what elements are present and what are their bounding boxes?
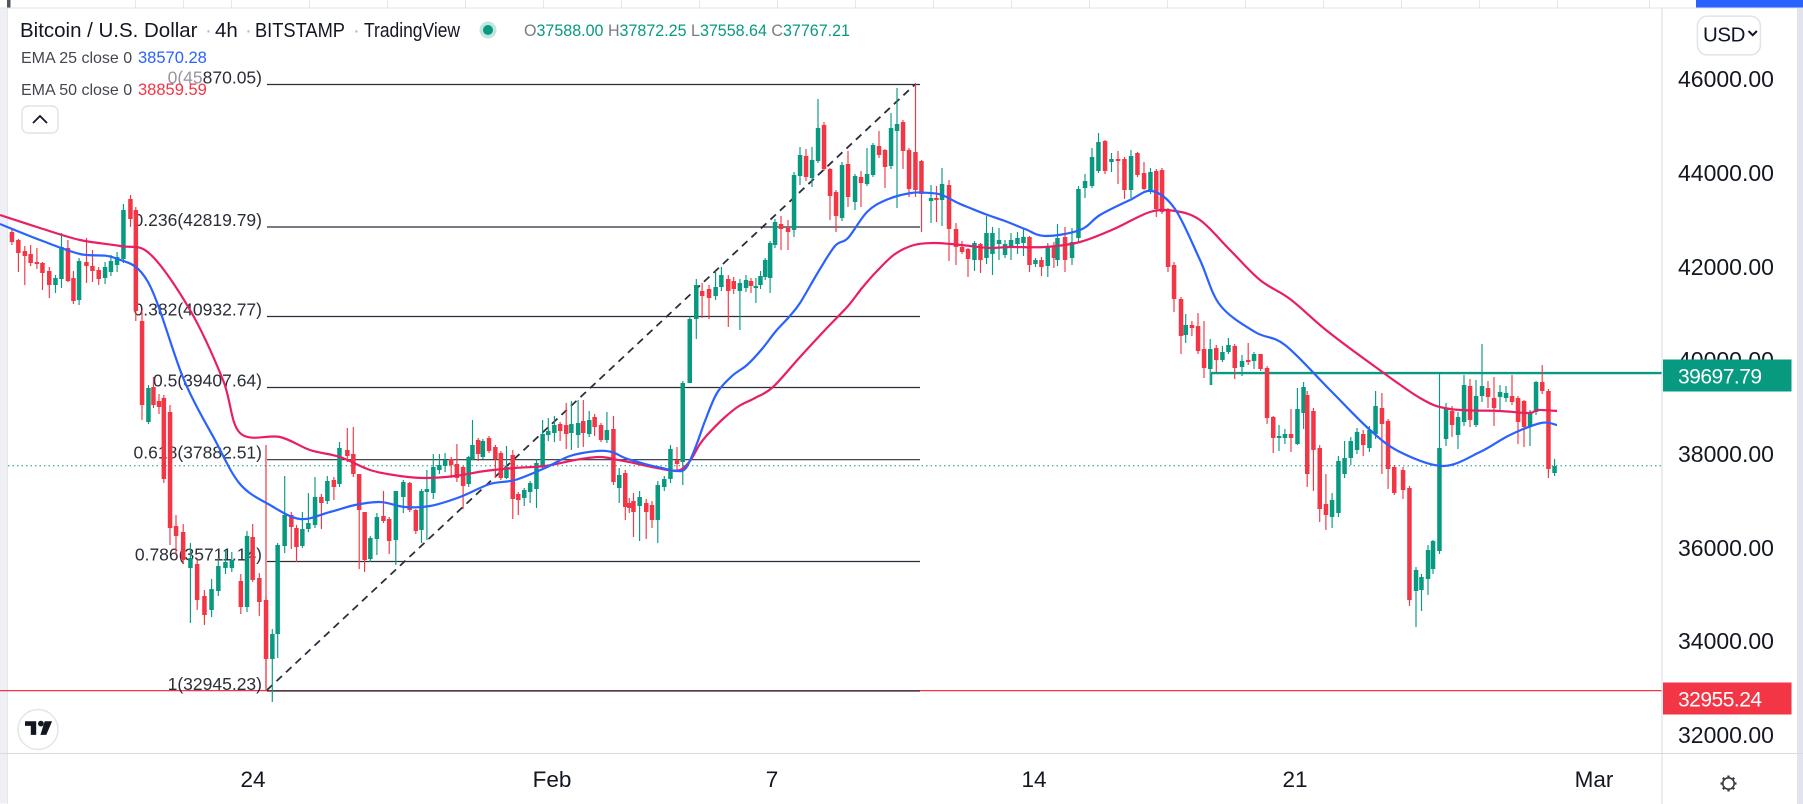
svg-text:38000.00: 38000.00 <box>1678 441 1774 467</box>
svg-text:EMA 25 close 0: EMA 25 close 0 <box>21 50 132 67</box>
svg-text:14: 14 <box>1021 767 1046 792</box>
svg-text:Bitcoin / U.S. Dollar: Bitcoin / U.S. Dollar <box>20 19 198 42</box>
svg-text:TradingView: TradingView <box>364 19 460 42</box>
svg-text:BITSTAMP: BITSTAMP <box>255 19 345 42</box>
svg-text:21: 21 <box>1282 767 1307 792</box>
svg-text:0.618(37882.51): 0.618(37882.51) <box>134 443 262 463</box>
svg-text:38859.59: 38859.59 <box>138 81 207 99</box>
svg-text:USD: USD <box>1703 24 1745 47</box>
svg-text:44000.00: 44000.00 <box>1678 160 1774 186</box>
svg-text:46000.00: 46000.00 <box>1678 66 1774 92</box>
svg-text:·: · <box>205 19 212 42</box>
svg-text:Feb: Feb <box>533 767 572 792</box>
svg-text:42000.00: 42000.00 <box>1678 254 1774 280</box>
svg-text:Mar: Mar <box>1575 767 1614 792</box>
svg-text:EMA 50 close 0: EMA 50 close 0 <box>21 82 132 99</box>
svg-text:7: 7 <box>766 767 779 792</box>
svg-text:34000.00: 34000.00 <box>1678 628 1774 654</box>
svg-text:39697.79: 39697.79 <box>1678 366 1762 389</box>
svg-text:36000.00: 36000.00 <box>1678 535 1774 561</box>
svg-text:4h: 4h <box>215 19 238 42</box>
svg-text:38570.28: 38570.28 <box>138 49 207 67</box>
svg-text:0.786(35711.14): 0.786(35711.14) <box>135 545 262 565</box>
svg-text:·: · <box>245 19 252 42</box>
svg-text:·: · <box>353 19 360 42</box>
svg-text:1(32945.23): 1(32945.23) <box>168 674 262 694</box>
svg-text:O37588.00 H37872.25 L37558.64: O37588.00 H37872.25 L37558.64 C37767.21 <box>524 22 850 40</box>
svg-text:0.236(42819.79): 0.236(42819.79) <box>134 210 262 230</box>
svg-text:0(45870.05): 0(45870.05) <box>168 68 262 88</box>
svg-text:24: 24 <box>240 767 265 792</box>
svg-text:0.5(39407.64): 0.5(39407.64) <box>153 371 262 391</box>
svg-text:32000.00: 32000.00 <box>1678 722 1774 748</box>
svg-text:0.382(40932.77): 0.382(40932.77) <box>134 300 262 320</box>
svg-text:32955.24: 32955.24 <box>1678 689 1762 712</box>
